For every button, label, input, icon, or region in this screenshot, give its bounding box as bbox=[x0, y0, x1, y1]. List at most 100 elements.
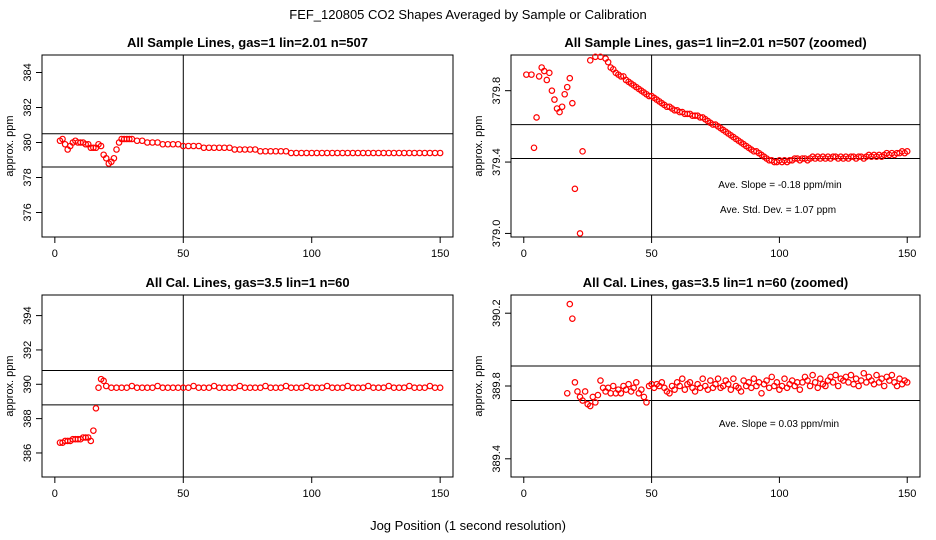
panel-title: All Sample Lines, gas=1 lin=2.01 n=507 bbox=[127, 35, 368, 50]
data-point bbox=[809, 371, 816, 379]
x-tick-label: 100 bbox=[303, 248, 321, 260]
data-point bbox=[632, 379, 640, 386]
data-point bbox=[546, 69, 553, 77]
plot-frame bbox=[41, 294, 454, 478]
data-point bbox=[686, 379, 694, 386]
data-point bbox=[87, 437, 95, 445]
data-point bbox=[811, 379, 819, 386]
data-point bbox=[102, 154, 110, 162]
data-point bbox=[758, 389, 765, 397]
data-point bbox=[737, 388, 745, 395]
data-point bbox=[436, 384, 444, 392]
data-point bbox=[592, 399, 599, 406]
data-point bbox=[638, 386, 645, 393]
data-point bbox=[860, 369, 868, 377]
data-point bbox=[817, 375, 824, 383]
panel-title: All Cal. Lines, gas=3.5 lin=1 n=60 (zoom… bbox=[583, 275, 849, 290]
data-point bbox=[82, 140, 89, 148]
data-point bbox=[750, 375, 758, 383]
data-point bbox=[535, 73, 543, 80]
data-point bbox=[579, 148, 586, 155]
y-tick-label: 380 bbox=[22, 133, 34, 151]
data-point bbox=[630, 384, 638, 392]
data-point bbox=[586, 57, 594, 64]
data-point bbox=[727, 386, 735, 393]
data-point bbox=[806, 382, 814, 390]
data-point bbox=[699, 375, 707, 383]
data-point bbox=[714, 375, 722, 383]
plot-frame bbox=[41, 54, 454, 238]
data-point bbox=[707, 377, 714, 384]
data-point bbox=[59, 135, 66, 143]
data-point bbox=[712, 380, 719, 388]
annotation: Ave. Std. Dev. = 1.07 ppm bbox=[720, 205, 836, 216]
x-tick-label: 0 bbox=[52, 248, 58, 260]
data-point bbox=[796, 386, 804, 393]
data-point bbox=[880, 382, 888, 390]
data-point bbox=[855, 382, 862, 390]
data-point bbox=[640, 393, 648, 401]
data-point bbox=[773, 379, 781, 386]
y-tick-label: 389.4 bbox=[491, 445, 503, 473]
y-tick-label: 392 bbox=[22, 341, 34, 359]
y-tick-label: 389.8 bbox=[491, 372, 503, 400]
data-point bbox=[604, 58, 612, 66]
data-point bbox=[563, 389, 571, 397]
data-point bbox=[533, 114, 540, 121]
data-point bbox=[730, 375, 737, 383]
y-tick-label: 379.8 bbox=[491, 77, 503, 105]
y-axis-label: approx. ppm bbox=[4, 355, 16, 416]
data-point bbox=[804, 377, 811, 384]
data-point bbox=[643, 399, 650, 406]
data-point bbox=[822, 382, 829, 390]
y-tick-label: 382 bbox=[22, 98, 34, 116]
data-point bbox=[832, 371, 839, 379]
data-point bbox=[724, 380, 732, 388]
data-point bbox=[617, 389, 625, 397]
data-point bbox=[528, 71, 535, 78]
x-tick-label: 0 bbox=[52, 488, 58, 500]
data-point bbox=[814, 384, 822, 392]
y-tick-label: 379.4 bbox=[491, 148, 503, 176]
data-point bbox=[563, 83, 571, 91]
data-point bbox=[90, 427, 97, 434]
y-tick-label: 394 bbox=[22, 306, 34, 324]
data-point bbox=[436, 149, 444, 157]
data-point bbox=[829, 379, 837, 386]
x-tick-label: 150 bbox=[898, 248, 916, 260]
x-tick-label: 150 bbox=[431, 488, 449, 500]
data-point bbox=[558, 103, 566, 111]
data-point bbox=[691, 388, 699, 395]
y-axis-label: approx. ppm bbox=[4, 115, 16, 176]
data-point bbox=[745, 379, 753, 386]
data-point bbox=[781, 375, 788, 383]
figure-title: FEF_120805 CO2 Shapes Averaged by Sample… bbox=[289, 7, 646, 22]
data-point bbox=[597, 377, 604, 384]
data-point bbox=[873, 371, 880, 379]
data-point bbox=[126, 135, 133, 143]
data-point bbox=[676, 382, 684, 390]
y-tick-label: 379.0 bbox=[491, 220, 503, 248]
data-point bbox=[617, 73, 625, 80]
data-point bbox=[566, 300, 574, 308]
y-tick-label: 378 bbox=[22, 168, 34, 186]
data-point bbox=[569, 99, 576, 107]
data-point bbox=[609, 382, 617, 390]
data-point bbox=[586, 402, 594, 410]
y-tick-label: 384 bbox=[22, 63, 34, 81]
data-point bbox=[90, 144, 97, 152]
y-axis-label: approx. ppm bbox=[473, 115, 485, 176]
x-tick-label: 100 bbox=[770, 488, 788, 500]
data-point bbox=[530, 144, 538, 152]
y-tick-label: 390.2 bbox=[491, 299, 503, 327]
panel-title: All Sample Lines, gas=1 lin=2.01 n=507 (… bbox=[564, 35, 866, 50]
x-tick-label: 0 bbox=[521, 248, 527, 260]
data-point bbox=[95, 384, 102, 392]
data-point bbox=[681, 386, 689, 393]
data-point bbox=[571, 185, 579, 193]
panel-title: All Cal. Lines, gas=3.5 lin=1 n=60 bbox=[145, 275, 349, 290]
data-point bbox=[561, 90, 568, 98]
data-point bbox=[551, 96, 558, 103]
data-point bbox=[556, 108, 563, 116]
